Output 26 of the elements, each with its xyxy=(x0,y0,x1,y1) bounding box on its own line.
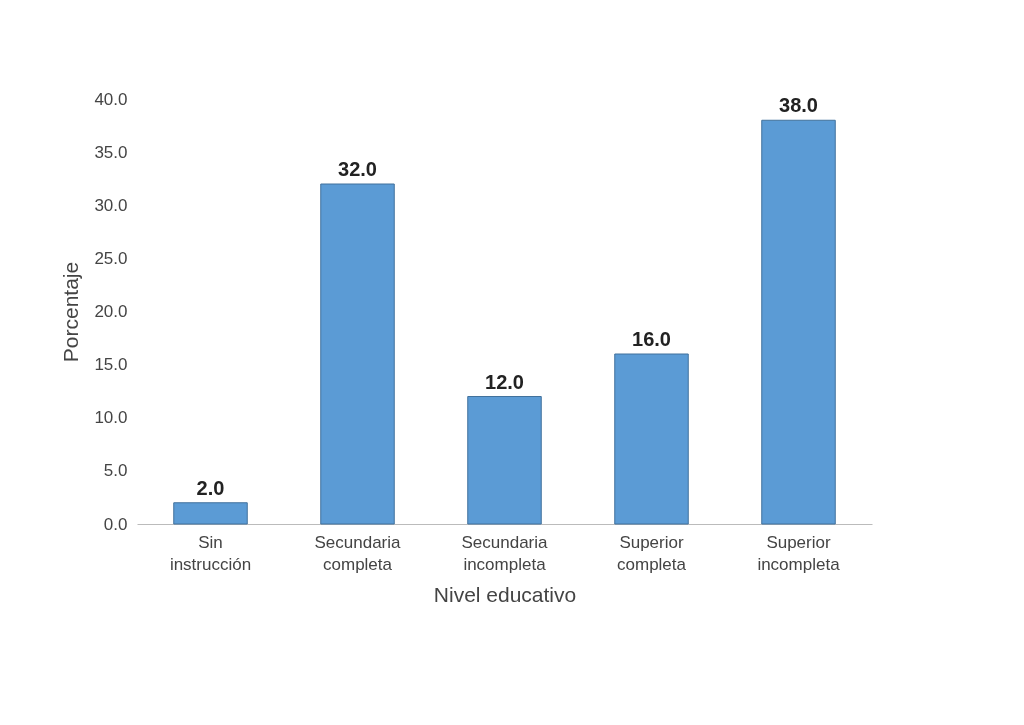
y-tick-label: 25.0 xyxy=(94,248,128,268)
bar xyxy=(614,353,689,525)
x-tick-label: Sin instrucción xyxy=(169,532,252,574)
y-tick-label: 0.0 xyxy=(103,514,128,534)
data-label: 32.0 xyxy=(338,158,377,180)
y-axis-title: Porcentaje xyxy=(59,261,83,363)
y-tick-label: 15.0 xyxy=(94,355,128,375)
data-label: 2.0 xyxy=(196,476,225,499)
data-label: 16.0 xyxy=(632,328,671,350)
x-tick-label: Superior completa xyxy=(617,532,687,574)
data-label: 12.0 xyxy=(485,370,524,393)
y-tick-label: 40.0 xyxy=(94,89,128,109)
x-axis-title: Nivel educativo xyxy=(433,582,577,606)
y-tick-label: 30.0 xyxy=(94,195,128,215)
bar xyxy=(467,396,542,525)
y-tick-label: 5.0 xyxy=(103,461,128,481)
x-tick-label: Secundaria completa xyxy=(314,532,402,574)
y-tick-label: 35.0 xyxy=(94,142,128,162)
data-label: 38.0 xyxy=(779,94,818,117)
y-tick-label: 10.0 xyxy=(94,408,128,428)
bar xyxy=(320,183,395,525)
y-tick-label: 20.0 xyxy=(94,302,128,321)
x-tick-label: Secundaria incompleta xyxy=(461,532,549,574)
bar xyxy=(761,119,836,525)
bar xyxy=(173,502,248,525)
x-tick-label: Superior incompleta xyxy=(757,532,841,574)
